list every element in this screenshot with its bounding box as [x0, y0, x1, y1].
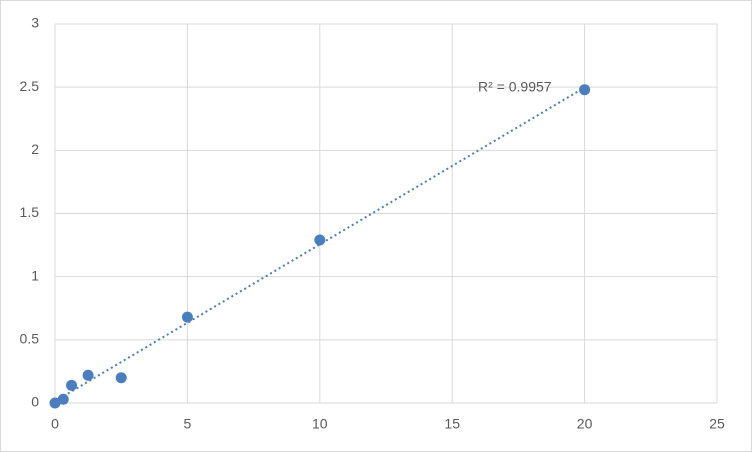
point — [579, 84, 591, 96]
point — [314, 234, 326, 246]
x-tick-label: 10 — [312, 416, 328, 432]
y-tick-label: 2 — [31, 141, 39, 157]
y-tick-label: 3 — [31, 15, 39, 31]
point — [181, 311, 193, 323]
point — [57, 393, 69, 405]
x-tick-label: 20 — [577, 416, 593, 432]
y-tick-label: 1.5 — [20, 204, 40, 220]
point — [115, 372, 127, 384]
x-tick-label: 15 — [444, 416, 460, 432]
y-tick-label: 1 — [31, 267, 39, 283]
x-tick-label: 0 — [51, 416, 59, 432]
point — [49, 397, 61, 409]
y-tick-label: 2.5 — [20, 78, 40, 94]
y-tick-label: 0 — [31, 394, 39, 410]
point — [66, 379, 78, 391]
trendline-label: R² = 0.9957 — [478, 79, 552, 95]
x-tick-label: 5 — [184, 416, 192, 432]
y-tick-label: 0.5 — [20, 331, 40, 347]
point — [82, 369, 94, 381]
x-tick-label: 25 — [709, 416, 725, 432]
